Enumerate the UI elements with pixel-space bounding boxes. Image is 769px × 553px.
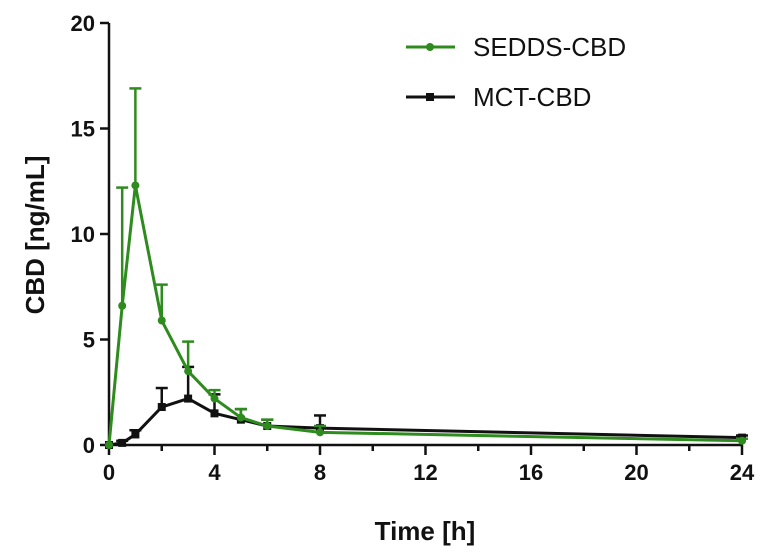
- data-point: [118, 438, 127, 447]
- y-tick-label: 15: [71, 117, 95, 142]
- x-tick-label: 24: [730, 460, 755, 485]
- data-point: [738, 436, 746, 445]
- data-point: [157, 403, 166, 412]
- legend-label: MCT-CBD: [473, 82, 591, 112]
- data-point: [263, 422, 272, 431]
- legend-marker: [426, 93, 434, 101]
- data-point: [131, 181, 140, 190]
- legend-item: SEDDS-CBD: [406, 32, 626, 62]
- data-point: [131, 430, 140, 439]
- series-mct-cbd: [105, 365, 748, 449]
- x-tick-label: 20: [624, 460, 648, 485]
- axes: 0 5 10 15 20 0 4 8 12 16 20 24: [71, 11, 755, 485]
- x-tick-label: 12: [413, 460, 437, 485]
- data-point: [210, 409, 219, 418]
- data-point: [157, 316, 166, 325]
- y-tick-label: 0: [83, 433, 95, 458]
- y-tick-label: 10: [71, 222, 95, 247]
- series-line: [108, 397, 743, 447]
- x-axis-title: Time [h]: [375, 516, 476, 546]
- x-tick-label: 8: [314, 460, 326, 485]
- legend: SEDDS-CBD MCT-CBD: [406, 32, 626, 112]
- series-line: [107, 183, 743, 446]
- data-point: [184, 394, 193, 403]
- legend-label: SEDDS-CBD: [473, 32, 626, 62]
- data-point: [105, 441, 113, 449]
- series-sedds-cbd: [105, 87, 748, 449]
- legend-item: MCT-CBD: [406, 82, 591, 112]
- data-point: [118, 301, 127, 310]
- data-point: [236, 413, 245, 422]
- legend-marker: [426, 43, 434, 51]
- data-point: [184, 367, 193, 376]
- x-tick-label: 0: [103, 460, 115, 485]
- data-point: [210, 394, 219, 403]
- x-tick-label: 4: [208, 460, 221, 485]
- y-tick-label: 5: [83, 328, 95, 353]
- x-tick-label: 16: [519, 460, 543, 485]
- y-axis-title: CBD [ng/mL]: [20, 156, 50, 315]
- series-layer: [105, 87, 748, 449]
- y-tick-label: 20: [71, 11, 95, 36]
- data-point: [316, 428, 324, 437]
